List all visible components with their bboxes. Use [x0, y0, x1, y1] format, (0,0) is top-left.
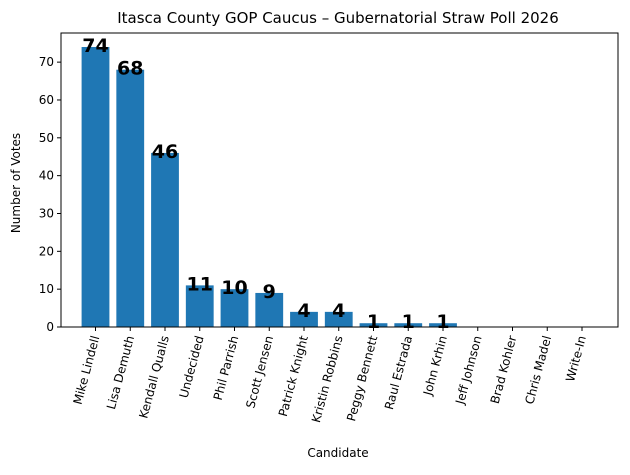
data-label: 46 — [152, 141, 178, 163]
y-tick-label: 70 — [39, 55, 54, 69]
y-tick-label: 30 — [39, 206, 54, 220]
x-tick-label: Patrick Knight — [276, 334, 311, 418]
plot-frame — [60, 32, 619, 328]
bar — [185, 285, 214, 327]
x-tick-label: Scott Jensen — [243, 334, 276, 410]
data-label: 1 — [402, 311, 415, 333]
x-tick-label: Kendall Qualls — [136, 334, 172, 420]
bar — [116, 69, 145, 328]
bar — [151, 152, 179, 327]
x-tick-label: Chris Madel — [522, 334, 554, 406]
data-label: 1 — [367, 311, 380, 333]
data-label: 1 — [436, 311, 449, 333]
y-axis-label: Number of Votes — [9, 133, 23, 233]
bar — [81, 47, 110, 327]
bars-group — [81, 47, 457, 328]
bar — [429, 323, 457, 327]
y-tick-label: 0 — [46, 320, 54, 334]
bar — [324, 311, 353, 327]
x-axis-ticks: Mike Lindell Lisa Demuth Kendall Qualls Und… — [71, 327, 589, 424]
bar — [359, 323, 388, 327]
data-label: 4 — [297, 300, 310, 322]
x-tick-label: Brad Kohler — [488, 334, 520, 405]
data-label: 11 — [187, 273, 213, 295]
y-tick-label: 60 — [39, 93, 54, 107]
x-tick-label: Write-In — [563, 334, 589, 383]
bar — [220, 289, 249, 327]
bar — [394, 323, 423, 327]
x-tick-label: Jeff Johnson — [453, 334, 485, 406]
x-axis-label: Candidate — [307, 446, 368, 460]
x-tick-label: Mike Lindell — [71, 334, 103, 406]
bar — [290, 311, 318, 327]
chart-title: Itasca County GOP Caucus – Gubernatorial… — [117, 9, 559, 27]
x-tick-label: Raul Estrada — [382, 334, 415, 411]
x-tick-label: Peggy Bennett — [344, 334, 380, 423]
y-tick-label: 40 — [39, 169, 54, 183]
x-tick-label: Lisa Demuth — [104, 334, 137, 411]
x-tick-label: Phil Parrish — [211, 334, 242, 402]
y-axis-ticks: 0 10 20 30 40 50 60 70 — [39, 55, 61, 334]
y-tick-label: 10 — [39, 282, 54, 296]
x-tick-label: Undecided — [177, 334, 207, 399]
data-label: 68 — [117, 58, 143, 80]
data-label: 9 — [263, 281, 276, 303]
bar — [255, 292, 284, 327]
y-tick-label: 20 — [39, 244, 54, 258]
data-label: 10 — [221, 277, 247, 299]
x-tick-label: John Krhin — [420, 334, 450, 398]
data-label: 4 — [332, 300, 345, 322]
data-label: 74 — [82, 35, 108, 57]
y-tick-label: 50 — [39, 131, 54, 145]
x-tick-label: Kristin Robbins — [309, 334, 346, 424]
